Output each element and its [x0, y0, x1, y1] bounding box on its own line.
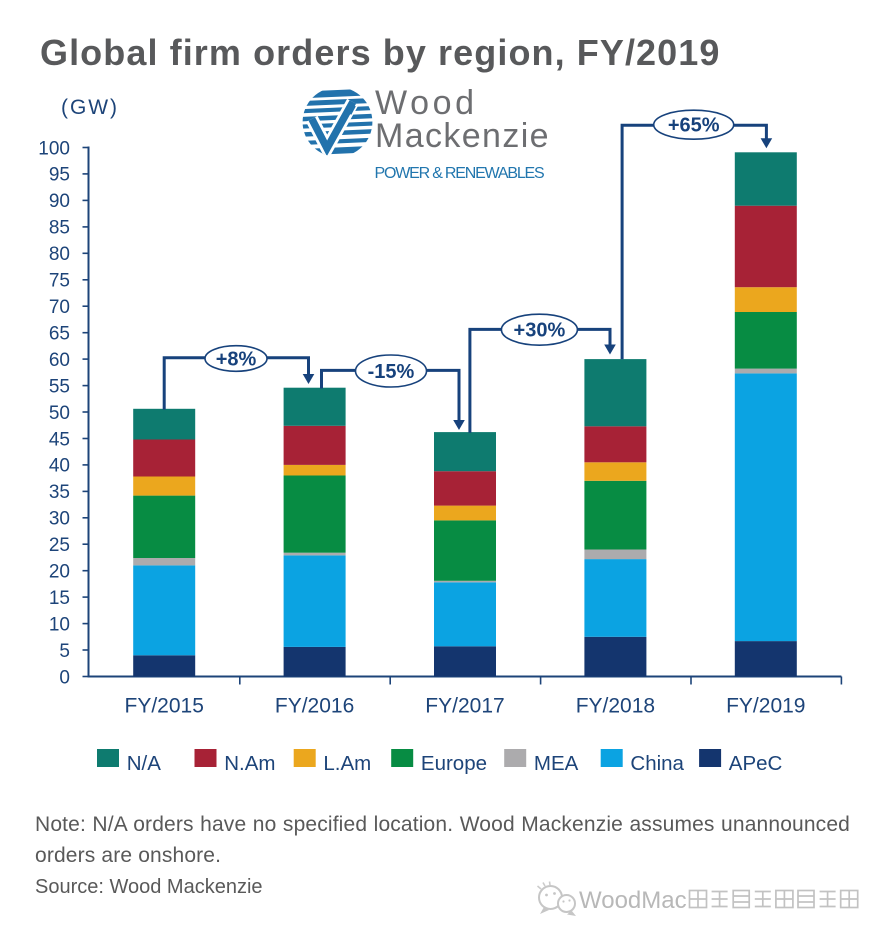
svg-text:FY/2019: FY/2019 [726, 694, 805, 717]
svg-text:Europe: Europe [421, 752, 487, 775]
svg-text:85: 85 [49, 218, 70, 239]
svg-text:65: 65 [49, 324, 70, 345]
svg-text:60: 60 [49, 350, 70, 371]
svg-text:-15%: -15% [368, 361, 415, 383]
svg-text:N.Am: N.Am [224, 752, 275, 775]
svg-text:95: 95 [49, 165, 70, 186]
svg-text:FY/2017: FY/2017 [425, 694, 504, 717]
svg-text:+65%: +65% [668, 115, 720, 137]
svg-text:APeC: APeC [729, 752, 783, 775]
svg-text:10: 10 [49, 614, 70, 635]
svg-text:0: 0 [59, 667, 70, 688]
svg-text:+30%: +30% [514, 320, 566, 342]
svg-text:75: 75 [49, 271, 70, 292]
svg-text:40: 40 [49, 456, 70, 477]
svg-text:25: 25 [49, 535, 70, 556]
svg-text:90: 90 [49, 191, 70, 212]
svg-text:China: China [630, 752, 684, 775]
svg-text:+8%: +8% [216, 349, 257, 371]
svg-text:N/A: N/A [127, 752, 162, 775]
svg-text:20: 20 [49, 562, 70, 583]
svg-text:100: 100 [38, 138, 70, 159]
svg-text:15: 15 [49, 588, 70, 609]
svg-text:FY/2016: FY/2016 [275, 694, 354, 717]
svg-text:L.Am: L.Am [323, 752, 371, 775]
svg-text:30: 30 [49, 509, 70, 530]
svg-text:50: 50 [49, 403, 70, 424]
svg-text:70: 70 [49, 297, 70, 318]
svg-text:FY/2018: FY/2018 [576, 694, 655, 717]
svg-text:55: 55 [49, 376, 70, 397]
svg-text:5: 5 [59, 641, 70, 662]
svg-text:45: 45 [49, 429, 70, 450]
svg-text:35: 35 [49, 482, 70, 503]
svg-text:80: 80 [49, 244, 70, 265]
svg-text:MEA: MEA [534, 752, 579, 775]
svg-text:FY/2015: FY/2015 [125, 694, 204, 717]
